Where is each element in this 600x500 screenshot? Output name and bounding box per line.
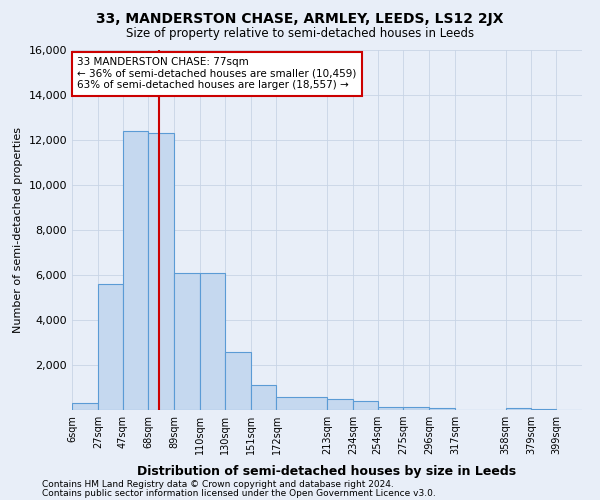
Text: 33 MANDERSTON CHASE: 77sqm
← 36% of semi-detached houses are smaller (10,459)
63: 33 MANDERSTON CHASE: 77sqm ← 36% of semi…	[77, 57, 356, 90]
Bar	[353, 401, 377, 410]
Bar	[429, 408, 455, 410]
Bar	[277, 396, 327, 410]
Bar	[506, 408, 532, 410]
Y-axis label: Number of semi-detached properties: Number of semi-detached properties	[13, 127, 23, 333]
Text: Size of property relative to semi-detached houses in Leeds: Size of property relative to semi-detach…	[126, 28, 474, 40]
Bar	[174, 273, 200, 410]
X-axis label: Distribution of semi-detached houses by size in Leeds: Distribution of semi-detached houses by …	[137, 466, 517, 478]
Bar	[98, 284, 122, 410]
Bar	[225, 352, 251, 410]
Bar	[72, 403, 98, 410]
Bar	[532, 409, 556, 410]
Bar	[251, 385, 277, 410]
Bar	[148, 134, 174, 410]
Bar	[122, 131, 148, 410]
Bar	[200, 273, 225, 410]
Bar	[403, 406, 429, 410]
Text: Contains public sector information licensed under the Open Government Licence v3: Contains public sector information licen…	[42, 489, 436, 498]
Text: Contains HM Land Registry data © Crown copyright and database right 2024.: Contains HM Land Registry data © Crown c…	[42, 480, 394, 489]
Bar	[327, 399, 353, 410]
Text: 33, MANDERSTON CHASE, ARMLEY, LEEDS, LS12 2JX: 33, MANDERSTON CHASE, ARMLEY, LEEDS, LS1…	[96, 12, 504, 26]
Bar	[377, 406, 403, 410]
